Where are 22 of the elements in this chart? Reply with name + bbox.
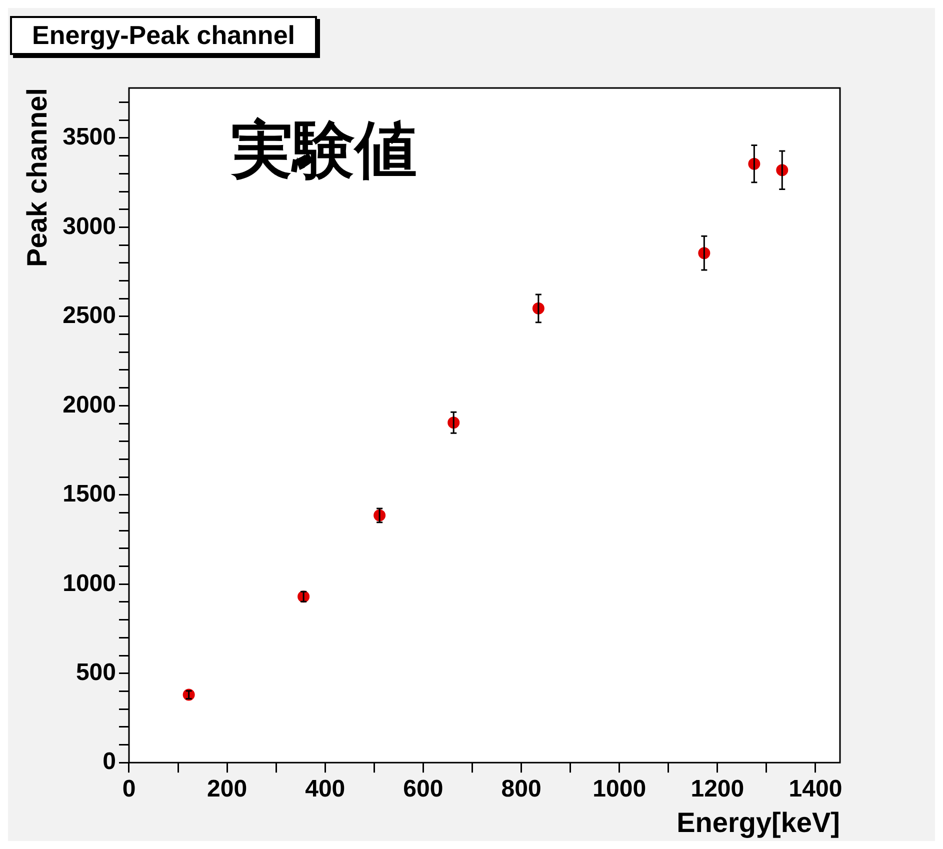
- y-tick-label: 2500: [62, 302, 116, 330]
- x-tick-label: 800: [501, 776, 542, 803]
- x-tick-label: 0: [122, 776, 136, 803]
- x-tick-label: 200: [207, 776, 248, 803]
- x-tick-label: 1000: [592, 776, 646, 803]
- point: [182, 688, 195, 701]
- y-tick-label: 0: [102, 748, 116, 776]
- y-tick-label: 3500: [62, 124, 116, 151]
- x-tick-label: 600: [403, 776, 444, 803]
- annotation: 実験値: [230, 113, 417, 186]
- y-tick-label: 1000: [62, 570, 116, 597]
- x-tick-label: 1400: [788, 776, 842, 803]
- x-tick-label: 400: [305, 776, 346, 803]
- point: [298, 590, 310, 603]
- x-axis-title: Energy[keV]: [676, 806, 840, 838]
- y-tick-label: 3000: [62, 212, 116, 240]
- y-tick-label: 2000: [62, 391, 116, 418]
- chart-title: Energy-Peak channel: [10, 16, 317, 55]
- y-tick-label: 1500: [62, 480, 116, 508]
- y-tick-label: 500: [76, 658, 116, 686]
- y-axis-title: Peak channel: [22, 88, 53, 267]
- x-tick-label: 1200: [690, 776, 744, 803]
